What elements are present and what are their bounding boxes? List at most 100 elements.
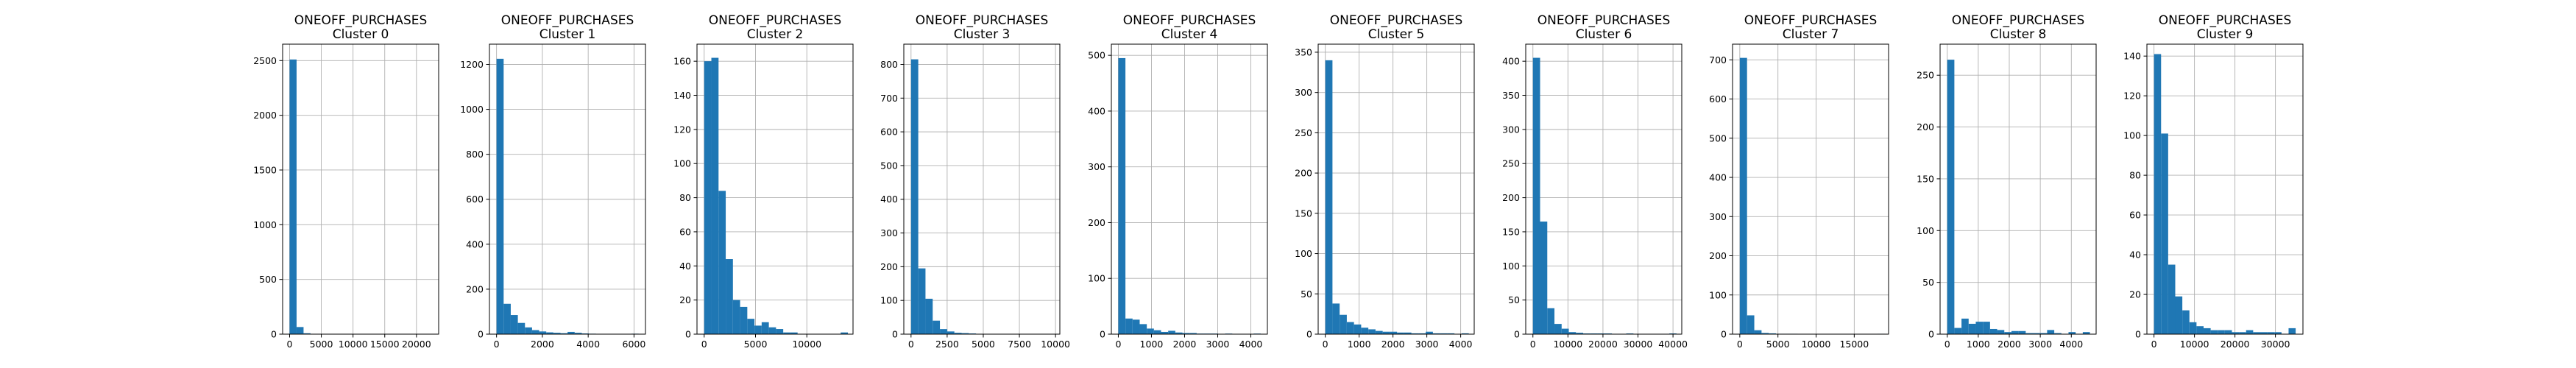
histogram-bar: [2288, 328, 2296, 334]
subplot-title-line1: ONEOFF_PURCHASES: [1952, 13, 2085, 28]
x-tick-label: 1000: [1967, 339, 1990, 350]
x-tick-label: 10000: [1041, 339, 1070, 350]
histogram-bar: [768, 327, 776, 334]
axes-frame: [696, 43, 854, 335]
x-tick-label: 30000: [1624, 339, 1653, 350]
histogram-bar: [790, 332, 798, 334]
histogram-bar: [574, 333, 582, 334]
histogram-bar: [1461, 333, 1469, 334]
subplot-title-line2: Cluster 5: [1368, 27, 1425, 42]
histogram-bar: [2161, 133, 2168, 334]
histogram-bar: [1125, 318, 1133, 334]
y-tick-label: 100: [1917, 225, 1934, 236]
histogram-bar: [2224, 330, 2232, 334]
y-tick-label: 200: [1295, 168, 1312, 179]
y-tick-label: 700: [880, 93, 898, 104]
histogram-bar: [289, 59, 297, 334]
histogram-bar: [1139, 324, 1147, 334]
subplot-cluster-6: 0 10000 20000 30000 40000 0 50 100 150 200 250 300 3…: [1502, 13, 1688, 350]
histogram-bar: [1411, 333, 1419, 334]
histogram-bar: [2189, 322, 2197, 334]
y-tick-label: 600: [880, 127, 898, 138]
histogram-bar: [1739, 57, 1747, 334]
histogram-bar: [496, 58, 504, 334]
subplot-title-line1: ONEOFF_PURCHASES: [1123, 13, 1256, 28]
subplot-cluster-2: 0 5000 10000 0 20 40 60 80 100 120 140 160 ONEOFF_PU…: [673, 13, 854, 350]
histogram-bar: [925, 298, 933, 334]
y-tick-label: 400: [880, 194, 898, 205]
subplot-title-line2: Cluster 9: [2197, 27, 2254, 42]
histogram-bar: [510, 315, 518, 334]
axes-frame: [1732, 43, 1889, 335]
subplot-title-line2: Cluster 4: [1161, 27, 1218, 42]
x-tick-label: 0: [701, 339, 707, 350]
histogram-bar: [2218, 330, 2225, 334]
y-tick-label: 200: [1088, 217, 1105, 228]
histogram-bar: [1168, 330, 1175, 334]
y-tick-label: 1200: [460, 59, 484, 70]
y-tick-label: 80: [679, 192, 691, 203]
y-tick-label: 50: [1508, 294, 1520, 305]
x-tick-label: 2000: [531, 339, 554, 350]
histogram-bar: [783, 332, 790, 334]
histogram-bar: [1440, 333, 1448, 334]
y-tick-label: 50: [1922, 277, 1934, 288]
x-tick-label: 0: [1115, 339, 1121, 350]
x-tick-label: 15000: [370, 339, 400, 350]
x-tick-label: 5000: [972, 339, 995, 350]
histogram-bar: [776, 329, 784, 334]
y-tick-label: 40: [679, 261, 691, 272]
histogram-bar: [2004, 332, 2011, 334]
histogram-bar: [1576, 333, 1584, 334]
y-tick-label: 150: [1295, 208, 1312, 219]
y-tick-label: 60: [679, 226, 691, 237]
subplot-cluster-7: 0 5000 10000 15000 0 100 200 300 400 500 600 700 ONE…: [1709, 13, 1889, 350]
subplot-title-line1: ONEOFF_PURCHASES: [916, 13, 1049, 28]
histogram-bar: [711, 57, 719, 335]
y-tick-label: 400: [1502, 56, 1520, 67]
histogram-bar: [1340, 314, 1347, 334]
x-tick-label: 0: [494, 339, 500, 350]
y-tick-label: 100: [673, 158, 691, 169]
x-tick-label: 20000: [2221, 339, 2250, 350]
x-tick-label: 10000: [2180, 339, 2209, 350]
histogram-bar: [546, 332, 553, 334]
y-tick-label: 20: [2129, 289, 2141, 300]
histogram-bar: [1426, 331, 1433, 334]
histogram-bar: [1390, 331, 1398, 334]
subplot-cluster-9: 0 10000 20000 30000 0 20 40 60 80 100 120 140 ONEOFF…: [2123, 13, 2304, 350]
x-tick-label: 10000: [792, 339, 821, 350]
y-tick-label: 0: [1100, 329, 1105, 340]
axes-frame: [1317, 43, 1475, 335]
y-tick-label: 350: [1295, 46, 1312, 57]
subplot-title-line2: Cluster 3: [954, 27, 1011, 42]
histogram-bar: [1175, 332, 1183, 334]
y-tick-label: 100: [2123, 130, 2141, 141]
y-tick-label: 100: [1295, 248, 1312, 259]
y-tick-label: 200: [1709, 250, 1727, 261]
histogram-bar: [525, 327, 532, 334]
subplot-title-line2: Cluster 7: [1783, 27, 1839, 42]
subplot-title-line1: ONEOFF_PURCHASES: [1538, 13, 1671, 28]
histogram-bar: [2011, 330, 2019, 334]
y-tick-label: 300: [1295, 87, 1312, 98]
y-tick-label: 0: [1721, 329, 1727, 340]
subplot-title-line1: ONEOFF_PURCHASES: [2159, 13, 2292, 28]
y-tick-label: 800: [466, 149, 484, 160]
histogram-bar: [1968, 323, 1976, 334]
x-tick-label: 6000: [623, 339, 646, 350]
y-tick-label: 40: [2129, 250, 2141, 261]
axes-frame: [282, 43, 439, 335]
histogram-bar: [1754, 330, 1762, 334]
y-tick-label: 20: [679, 294, 691, 305]
histogram-bar: [2196, 326, 2204, 334]
y-tick-label: 0: [1514, 329, 1520, 340]
histogram-bar: [2232, 332, 2240, 334]
histogram-bar: [2203, 328, 2211, 334]
histogram-bar: [918, 268, 926, 334]
x-tick-label: 10000: [1802, 339, 1831, 350]
subplot-title-line1: ONEOFF_PURCHASES: [1744, 13, 1878, 28]
histogram-bar: [1361, 328, 1369, 334]
axes-frame: [903, 43, 1061, 335]
x-tick-label: 7500: [1008, 339, 1031, 350]
